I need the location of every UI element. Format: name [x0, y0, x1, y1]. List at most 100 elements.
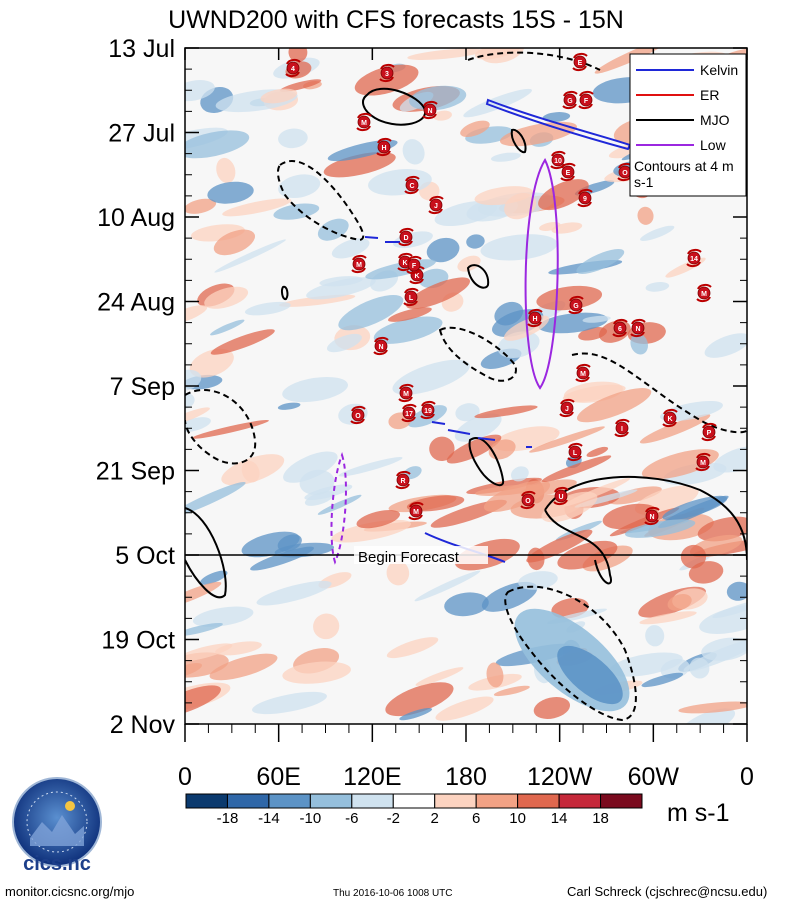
- anomaly-patch: [446, 434, 502, 464]
- anomaly-patch: [510, 466, 529, 482]
- anomaly-patch: [712, 598, 747, 619]
- anomaly-patch: [640, 225, 675, 242]
- storm-label: 6: [618, 326, 622, 333]
- anomaly-patch: [641, 672, 684, 688]
- anomaly-patch: [639, 414, 711, 444]
- storm-swirl: [686, 248, 702, 268]
- storm-marker: I: [614, 418, 630, 438]
- anomaly-patch: [726, 581, 747, 601]
- storm-body: [423, 103, 437, 117]
- storm-swirl: [701, 422, 717, 442]
- anomaly-patch: [625, 519, 696, 538]
- storm-label: M: [413, 509, 419, 516]
- storm-label: D: [403, 235, 408, 242]
- anomaly-patch: [185, 622, 223, 637]
- colorbar-swatch: [309, 793, 353, 809]
- anomaly-patch: [278, 174, 321, 199]
- storm-marker: G: [568, 295, 584, 315]
- storm-label: M: [403, 391, 409, 398]
- anomaly-patch: [209, 653, 278, 681]
- colorbar-swatch: [268, 793, 311, 809]
- anomaly-patch: [213, 229, 256, 256]
- anomaly-patch: [304, 484, 353, 500]
- y-tick-label: 27 Jul: [108, 120, 175, 148]
- storm-body: [399, 386, 413, 400]
- colorbar-label: 6: [472, 810, 480, 827]
- anomaly-patch: [282, 661, 351, 684]
- anomaly-patch: [214, 239, 286, 273]
- anomaly-patch: [480, 234, 558, 261]
- storm-marker: N: [644, 506, 660, 526]
- storm-body: [429, 198, 443, 212]
- storm-marker: F: [406, 255, 422, 275]
- storm-marker: L: [403, 287, 419, 307]
- storm-label: J: [434, 203, 438, 210]
- footer-author: Carl Schreck (cjschrec@ncsu.edu): [567, 884, 768, 899]
- storm-label: F: [412, 263, 417, 270]
- storm-marker: 4: [285, 58, 301, 78]
- storm-swirl: [422, 100, 438, 120]
- anomaly-patch: [189, 348, 234, 378]
- storm-marker: E: [572, 52, 588, 72]
- storm-swirl: [559, 398, 575, 418]
- anomaly-patch: [480, 48, 525, 64]
- colorbar: -18 -14 -10 -6 -2 2 6 10 14 18: [185, 793, 643, 827]
- anomaly-patch: [282, 376, 349, 403]
- anomaly-patch: [399, 707, 433, 721]
- anomaly-patch: [207, 181, 254, 204]
- anomaly-patch: [474, 405, 538, 419]
- storm-swirl: [527, 308, 543, 328]
- storm-marker: K: [662, 408, 678, 428]
- colorbar-swatch: [434, 793, 477, 809]
- x-tick-label: 120W: [527, 763, 593, 791]
- storm-label: M: [700, 460, 706, 467]
- anomaly-patch: [542, 112, 571, 123]
- anomaly-patch: [576, 388, 652, 423]
- anomaly-patch: [244, 301, 291, 316]
- anomaly-patch: [216, 157, 236, 184]
- storm-body: [286, 61, 300, 75]
- anomaly-patch: [338, 294, 404, 331]
- anomaly-patch: [319, 276, 363, 287]
- colorbar-label: 14: [551, 810, 568, 827]
- legend-label-kelvin: Kelvin: [700, 62, 738, 78]
- anomaly-patch: [539, 221, 561, 231]
- storm-swirl: [408, 501, 424, 521]
- anomaly-patch: [326, 333, 362, 353]
- anomaly-patch: [680, 708, 736, 724]
- legend: Kelvin ER MJO Low Contours at 4 m s-1: [629, 53, 747, 197]
- anomaly-patch: [191, 419, 269, 439]
- storm-swirl: [398, 383, 414, 403]
- anomaly-patch: [185, 130, 250, 159]
- storm-body: [561, 165, 575, 179]
- y-axis: 13 Jul 27 Jul 10 Aug 24 Aug 7 Sep 21 Sep 5 Oct…: [96, 35, 747, 739]
- anomaly-patch: [185, 643, 233, 662]
- anomaly-patch: [185, 198, 217, 214]
- storm-body: [528, 311, 542, 325]
- anomaly-patch: [486, 662, 504, 688]
- storm-marker: 3: [379, 63, 395, 83]
- anomaly-patch: [538, 179, 589, 211]
- storm-marker: O: [350, 405, 366, 425]
- anomaly-patch: [331, 238, 370, 259]
- storm-body: [576, 366, 590, 380]
- anomaly-patch: [536, 285, 603, 311]
- storm-marker: M: [408, 501, 424, 521]
- anomaly-patch: [475, 484, 544, 496]
- contour-line: [571, 352, 747, 434]
- anomaly-patch: [386, 637, 439, 659]
- anomaly-patch: [444, 592, 489, 617]
- y-tick-label: 10 Aug: [97, 204, 175, 232]
- anomaly-patch: [481, 581, 538, 612]
- storm-swirl: [356, 112, 372, 132]
- anomaly-patch: [680, 544, 707, 569]
- storm-body: [377, 140, 391, 154]
- x-tick-label: 0: [178, 763, 192, 791]
- forecast-label-bg: [354, 546, 488, 564]
- anomaly-patch: [409, 85, 467, 111]
- colorbar-label: 10: [509, 810, 526, 827]
- storm-swirl: [553, 486, 569, 506]
- storm-body: [563, 93, 577, 107]
- anomaly-patch: [494, 301, 524, 326]
